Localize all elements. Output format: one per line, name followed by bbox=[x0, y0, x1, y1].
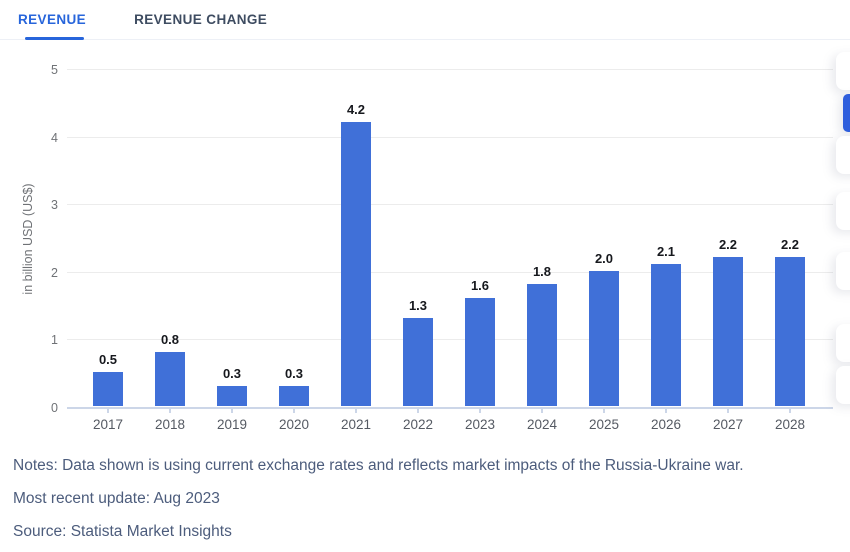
y-tick-label: 4 bbox=[51, 130, 58, 145]
x-tick-label: 2026 bbox=[650, 417, 682, 432]
x-axis-tick bbox=[169, 408, 171, 413]
bar-value-label: 0.8 bbox=[160, 331, 180, 347]
bar-value-label: 1.3 bbox=[408, 298, 428, 314]
x-tick-label: 2020 bbox=[278, 417, 310, 432]
bar-2024[interactable] bbox=[527, 284, 557, 406]
x-axis-line bbox=[67, 407, 833, 409]
gridline bbox=[67, 69, 833, 70]
bar-2028[interactable] bbox=[775, 257, 805, 406]
tab-revenue-change[interactable]: REVENUE CHANGE bbox=[134, 12, 268, 27]
bar-2027[interactable] bbox=[713, 257, 743, 406]
x-axis-tick bbox=[665, 408, 667, 413]
bar-2025[interactable] bbox=[589, 270, 619, 406]
chart-source: Source: Statista Market Insights bbox=[13, 523, 232, 540]
y-tick-label: 2 bbox=[51, 265, 58, 280]
x-axis-tick bbox=[789, 408, 791, 413]
plot-area: 0.5 2017 0.8 2018 0.3 2019 0.3 2020 4.2 2021 1.3 20… bbox=[77, 70, 821, 432]
gridlines bbox=[67, 69, 833, 409]
side-toolbar-button[interactable] bbox=[836, 252, 850, 290]
x-tick-label: 2024 bbox=[526, 417, 558, 432]
x-tick-label: 2021 bbox=[340, 417, 372, 432]
bar-2017[interactable] bbox=[93, 372, 123, 406]
gridline bbox=[67, 204, 833, 206]
side-toolbar-button[interactable] bbox=[836, 324, 850, 362]
bar-value-label: 0.3 bbox=[222, 365, 242, 381]
bar-value-label: 2.0 bbox=[594, 250, 614, 266]
chart-update-date: Most recent update: Aug 2023 bbox=[13, 490, 220, 507]
bar-value-label: 0.5 bbox=[98, 352, 118, 368]
x-tick-label: 2018 bbox=[154, 417, 186, 432]
x-axis-tick bbox=[231, 408, 233, 413]
chart-notes: Notes: Data shown is using current excha… bbox=[13, 457, 744, 474]
x-tick-label: 2019 bbox=[216, 417, 248, 432]
x-tick-label: 2017 bbox=[92, 417, 124, 432]
bar-value-label: 4.2 bbox=[346, 102, 366, 118]
x-tick-label: 2023 bbox=[464, 417, 496, 432]
y-axis-tick-labels: 0 1 2 3 4 5 bbox=[34, 63, 58, 415]
side-toolbar-button[interactable] bbox=[836, 52, 850, 90]
y-tick-label: 5 bbox=[51, 63, 58, 77]
chart-tabbar: REVENUE REVENUE CHANGE bbox=[0, 0, 850, 40]
bar-value-label: 0.3 bbox=[284, 365, 304, 381]
bar-2022[interactable] bbox=[403, 318, 433, 406]
y-tick-label: 0 bbox=[51, 401, 58, 415]
side-toolbar-button[interactable] bbox=[836, 366, 850, 404]
side-toolbar-button[interactable] bbox=[836, 192, 850, 230]
bar-value-label: 1.6 bbox=[470, 277, 490, 293]
bar-value-label: 2.2 bbox=[718, 237, 738, 253]
side-toolbar-active-button[interactable] bbox=[843, 94, 850, 132]
bar-2026[interactable] bbox=[651, 264, 681, 406]
bar-2018[interactable] bbox=[155, 351, 185, 406]
gridline bbox=[67, 136, 833, 138]
bar-value-label: 2.1 bbox=[656, 244, 676, 260]
gridline bbox=[67, 339, 833, 341]
bar-2019[interactable] bbox=[217, 385, 247, 406]
x-axis-tick bbox=[479, 408, 481, 413]
y-axis-title: in billion USD (US$) bbox=[21, 183, 35, 295]
x-axis-tick bbox=[293, 408, 295, 413]
x-axis-tick bbox=[603, 408, 605, 413]
x-tick-label: 2027 bbox=[712, 417, 744, 432]
gridline bbox=[67, 271, 833, 273]
x-tick-label: 2028 bbox=[774, 417, 806, 432]
bar-2020[interactable] bbox=[279, 385, 309, 406]
y-tick-label: 1 bbox=[51, 333, 58, 348]
x-axis-tick bbox=[727, 408, 729, 413]
x-tick-label: 2025 bbox=[588, 417, 620, 432]
bar-value-label: 2.2 bbox=[780, 237, 800, 253]
bar-value-label: 1.8 bbox=[532, 264, 552, 280]
x-axis-tick bbox=[541, 408, 543, 413]
x-tick-label: 2022 bbox=[402, 417, 434, 432]
x-axis-tick bbox=[355, 408, 357, 413]
x-axis-tick bbox=[107, 408, 109, 413]
y-tick-label: 3 bbox=[51, 198, 58, 213]
side-toolbar-button[interactable] bbox=[836, 136, 850, 174]
bar-2021[interactable] bbox=[341, 122, 371, 406]
tab-revenue[interactable]: REVENUE bbox=[18, 0, 86, 40]
x-axis-tick bbox=[417, 408, 419, 413]
bar-2023[interactable] bbox=[465, 297, 495, 406]
